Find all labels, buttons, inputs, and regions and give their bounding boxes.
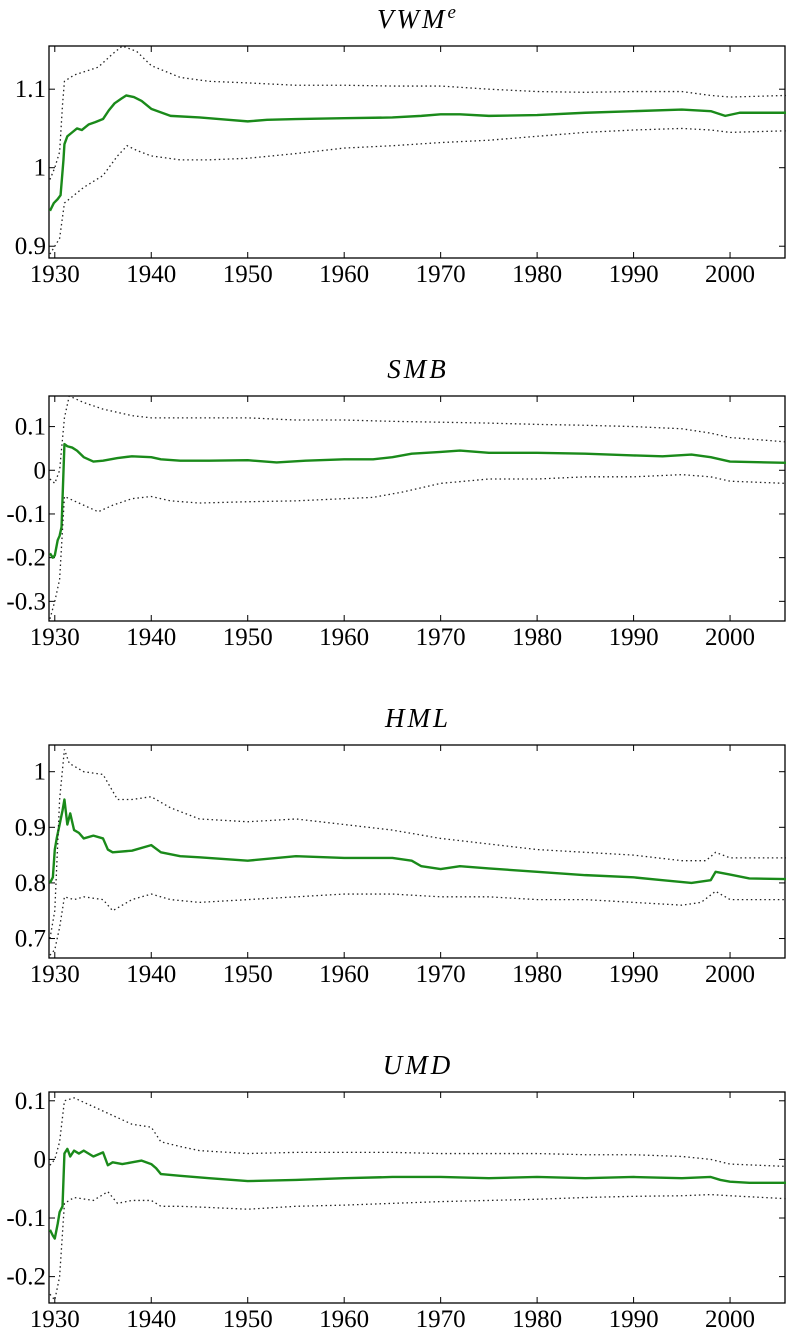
upper-band-line xyxy=(49,1097,786,1168)
x-tick-label: 1980 xyxy=(512,624,562,651)
upper-band-line xyxy=(49,46,786,180)
y-tick-label: 1 xyxy=(34,155,47,182)
panel-1: SMB 1930 1940 1950 1960 1970 1980 1990 2000 -0.3 -… xyxy=(6,354,786,651)
panel-2: HML 1930 1940 1950 1960 1970 1980 1990 2000 0.7 0.… xyxy=(15,703,786,988)
x-tick-label: 2000 xyxy=(705,624,755,651)
panel-3: UMD 1930 1940 1950 1960 1970 1980 1990 2000 -0.2 -… xyxy=(6,1050,786,1333)
y-tick-label: 0 xyxy=(34,457,47,484)
x-tick-label: 1990 xyxy=(609,624,659,651)
panel-title: SMB xyxy=(387,354,448,384)
x-tick-label: 1960 xyxy=(319,961,369,988)
y-tick-label: 0.8 xyxy=(15,870,46,897)
y-tick-label: -0.3 xyxy=(6,588,46,615)
y-tick-label: -0.2 xyxy=(6,1264,46,1291)
panel-title: HML xyxy=(384,703,451,733)
x-tick-label: 1970 xyxy=(416,961,466,988)
x-tick-label: 2000 xyxy=(705,961,755,988)
y-tick-label: 1.1 xyxy=(15,76,46,103)
y-tick-label: -0.1 xyxy=(6,501,46,528)
upper-band-line xyxy=(49,749,786,939)
x-tick-label: 1990 xyxy=(609,261,659,288)
lower-band-line xyxy=(49,127,786,255)
panel-title-superscript: e xyxy=(448,2,459,23)
panel-title: VWMe xyxy=(377,2,459,34)
x-tick-label: 1990 xyxy=(609,961,659,988)
y-tick-label: 0.9 xyxy=(15,233,46,260)
axes-frame xyxy=(48,1091,786,1304)
x-tick-label: 1970 xyxy=(416,1306,466,1333)
x-tick-label: 1960 xyxy=(319,261,369,288)
x-tick-label: 1940 xyxy=(126,261,176,288)
x-tick-label: 2000 xyxy=(705,1306,755,1333)
x-tick-label: 1940 xyxy=(126,961,176,988)
x-tick-label: 1950 xyxy=(223,261,273,288)
estimate-line xyxy=(49,94,786,212)
x-tick-label: 1940 xyxy=(126,624,176,651)
x-tick-label: 1960 xyxy=(319,1306,369,1333)
panel-0: VWMe 1930 1940 1950 1960 1970 1980 1990 2000 0.9 1… xyxy=(15,2,786,288)
axes-frame xyxy=(48,45,786,259)
axes-frame xyxy=(48,744,786,959)
axes-frame xyxy=(48,395,786,622)
lower-band-line xyxy=(49,473,786,619)
y-tick-label: 1 xyxy=(34,759,47,786)
x-tick-label: 1970 xyxy=(416,624,466,651)
upper-band-line xyxy=(49,396,786,485)
estimate-line xyxy=(49,1147,786,1240)
y-tick-label: 0.1 xyxy=(15,1088,46,1115)
y-tick-label: 0.1 xyxy=(15,414,46,441)
x-tick-label: 1930 xyxy=(30,624,80,651)
x-tick-label: 1980 xyxy=(512,261,562,288)
panel-title-base: VWM xyxy=(377,4,447,34)
x-tick-label: 1950 xyxy=(223,961,273,988)
estimate-line xyxy=(49,442,786,559)
y-tick-label: 0.9 xyxy=(15,814,46,841)
x-tick-label: 1980 xyxy=(512,961,562,988)
x-tick-label: 2000 xyxy=(705,261,755,288)
y-tick-label: 0 xyxy=(34,1146,47,1173)
x-tick-label: 1950 xyxy=(223,1306,273,1333)
x-tick-label: 1940 xyxy=(126,1306,176,1333)
y-tick-label: -0.1 xyxy=(6,1205,46,1232)
x-tick-label: 1990 xyxy=(609,1306,659,1333)
x-tick-label: 1930 xyxy=(30,961,80,988)
x-tick-label: 1970 xyxy=(416,261,466,288)
x-tick-label: 1930 xyxy=(30,261,80,288)
lower-band-line xyxy=(49,1190,786,1302)
panel-title: UMD xyxy=(383,1050,454,1080)
x-tick-label: 1960 xyxy=(319,624,369,651)
lower-band-line xyxy=(49,890,786,956)
estimate-line xyxy=(49,798,786,885)
y-tick-label: -0.2 xyxy=(6,545,46,572)
y-tick-label: 0.7 xyxy=(15,926,46,953)
x-tick-label: 1980 xyxy=(512,1306,562,1333)
x-tick-label: 1950 xyxy=(223,624,273,651)
x-tick-label: 1930 xyxy=(30,1306,80,1333)
